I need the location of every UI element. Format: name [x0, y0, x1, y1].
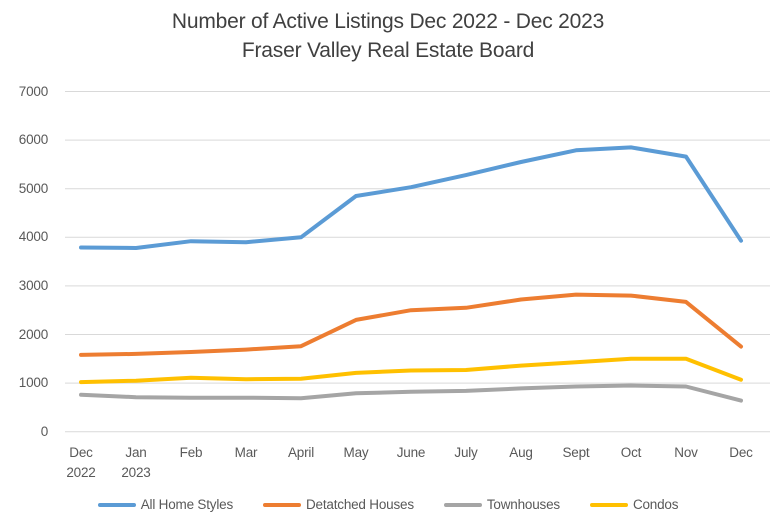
- x-tick-line: 2022: [66, 465, 96, 481]
- x-tick-label: July: [438, 443, 494, 463]
- x-tick-line: April: [287, 445, 314, 460]
- x-tick-line: July: [454, 445, 478, 460]
- x-tick-line: Dec: [69, 445, 93, 460]
- legend-label: All Home Styles: [140, 497, 233, 512]
- x-tick-label: Dec 2022: [53, 443, 109, 484]
- legend: All Home Styles Detatched Houses Townhouse…: [0, 497, 776, 512]
- x-tick-label: Oct: [603, 443, 659, 463]
- y-tick-label: 5000: [18, 180, 48, 196]
- chart-subtitle: Fraser Valley Real Estate Board: [241, 38, 535, 62]
- x-tick-label: May: [328, 443, 384, 463]
- y-tick-label: 6000: [18, 132, 48, 148]
- y-tick-label: 1000: [18, 375, 48, 391]
- legend-item-condos: Condos: [589, 497, 679, 512]
- x-tick-label: Sept: [548, 443, 604, 463]
- y-tick-label: 0: [40, 423, 49, 439]
- x-tick-line: June: [396, 445, 426, 460]
- y-tick-label: 7000: [18, 83, 48, 99]
- x-tick-label: Mar: [218, 443, 274, 463]
- x-tick-line: Oct: [620, 445, 642, 460]
- chart-title: Number of Active Listings Dec 2022 - Dec…: [171, 10, 605, 33]
- x-tick-line: Jan: [125, 445, 147, 460]
- series-line-detatched-houses: [79, 292, 743, 357]
- series-line-all-home-styles: [79, 145, 743, 250]
- legend-line-swatch: [263, 502, 301, 507]
- legend-item-detatched-houses: Detatched Houses: [263, 497, 414, 512]
- y-tick-label: 4000: [18, 229, 48, 245]
- x-tick-label: Jan 2023: [108, 443, 164, 484]
- x-tick-line: Nov: [674, 445, 698, 460]
- x-tick-line: 2023: [121, 465, 151, 481]
- series-line-condos: [79, 356, 743, 385]
- x-tick-line: Dec: [729, 445, 753, 460]
- x-tick-line: Mar: [234, 445, 258, 460]
- legend-label: Condos: [632, 497, 679, 512]
- x-tick-line: Sept: [562, 445, 590, 460]
- legend-label: Detatched Houses: [306, 497, 414, 512]
- y-tick-label: 3000: [18, 277, 48, 293]
- x-tick-label: Dec: [713, 443, 769, 463]
- x-tick-label: Feb: [163, 443, 219, 463]
- y-tick-label: 2000: [18, 326, 48, 342]
- x-tick-line: Aug: [509, 445, 533, 460]
- x-tick-label: June: [383, 443, 439, 463]
- legend-item-all-home-styles: All Home Styles: [97, 497, 233, 512]
- chart-title-block: Number of Active Listings Dec 2022 - Dec…: [0, 8, 776, 66]
- legend-line-swatch: [97, 502, 136, 507]
- series-line-townhouses: [79, 383, 743, 403]
- x-tick-line: Feb: [179, 445, 203, 460]
- legend-item-townhouses: Townhouses: [443, 497, 560, 512]
- x-tick-label: Aug: [493, 443, 549, 463]
- x-tick-label: April: [273, 443, 329, 463]
- x-tick-label: Nov: [658, 443, 714, 463]
- legend-line-swatch: [589, 502, 628, 507]
- x-tick-line: May: [343, 445, 369, 460]
- legend-label: Townhouses: [486, 497, 560, 512]
- legend-line-swatch: [443, 502, 482, 507]
